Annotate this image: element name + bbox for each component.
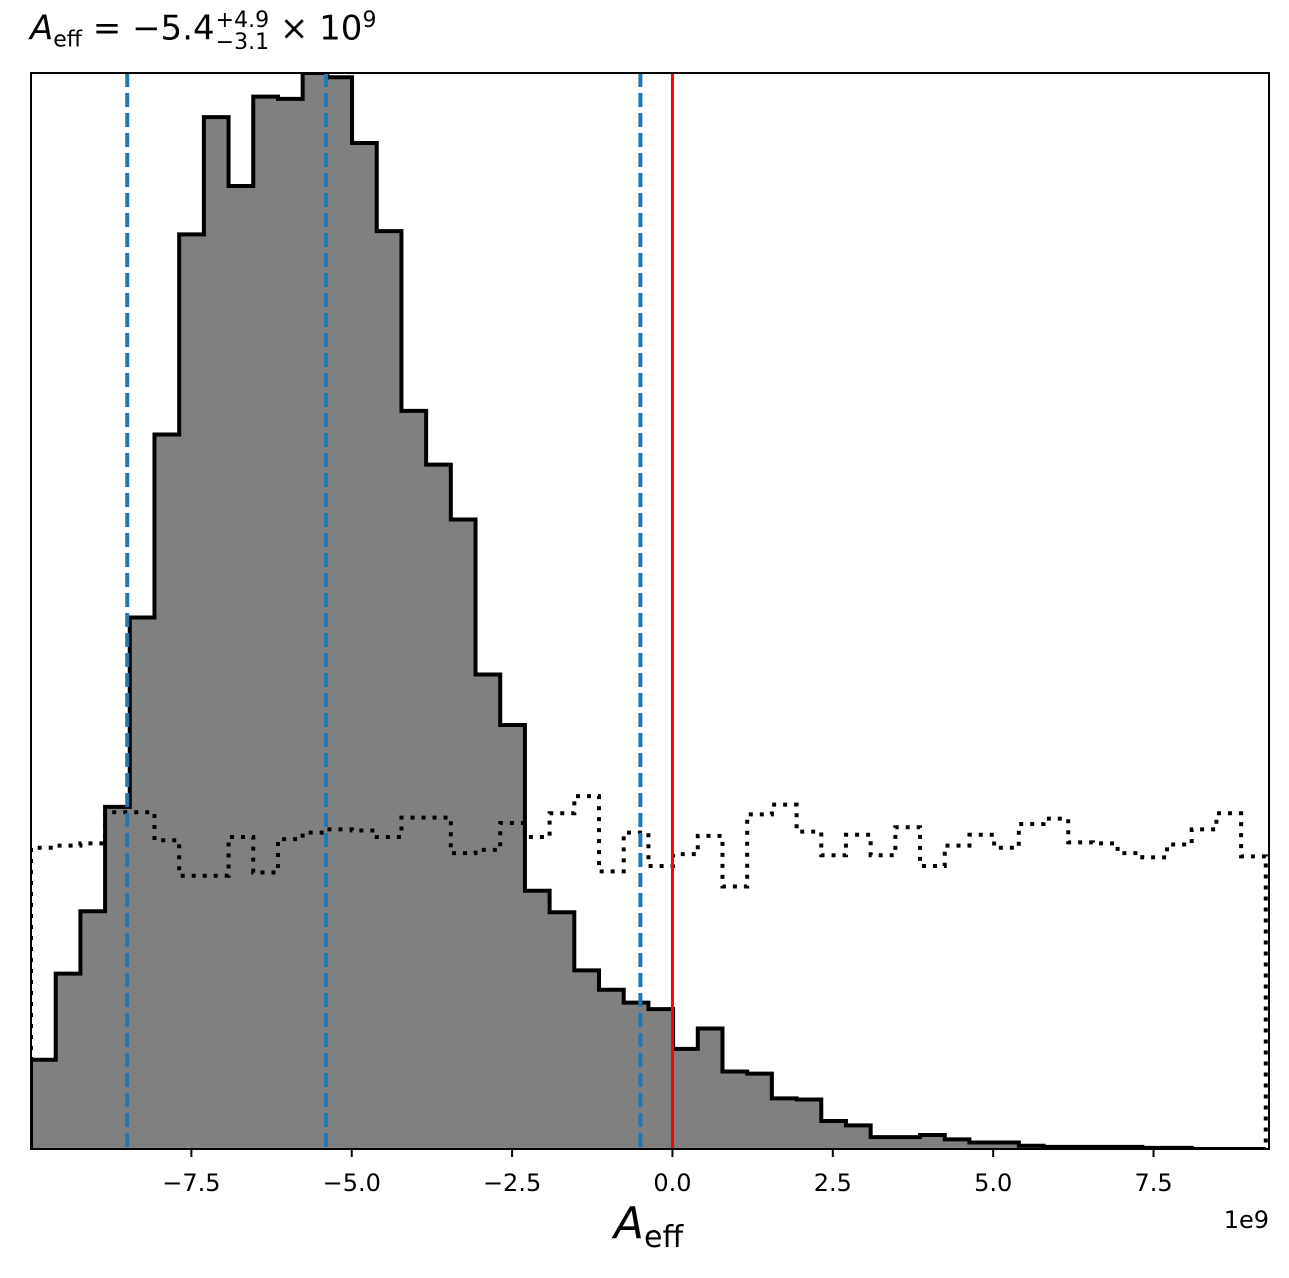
x-tick-label: 2.5 bbox=[814, 1169, 852, 1197]
posterior-bar bbox=[870, 1137, 896, 1149]
posterior-bar bbox=[475, 674, 501, 1149]
title-error-minus: −3.1 bbox=[215, 30, 270, 56]
chart-title: Aeff = −5.4 +4.9 −3.1 × 109 bbox=[30, 8, 376, 54]
x-tick-label: 7.5 bbox=[1134, 1169, 1172, 1197]
x-axis-label: Aeff bbox=[0, 1198, 1289, 1255]
posterior-bar bbox=[55, 973, 81, 1149]
posterior-bar bbox=[895, 1137, 921, 1149]
posterior-bar bbox=[599, 989, 625, 1149]
title-error-bounds: +4.9 −3.1 bbox=[216, 10, 269, 54]
posterior-bar bbox=[302, 73, 328, 1149]
title-exponent: 9 bbox=[362, 8, 377, 33]
posterior-bar bbox=[969, 1142, 995, 1149]
posterior-bar bbox=[253, 96, 279, 1149]
title-symbol-subscript: eff bbox=[53, 27, 82, 53]
posterior-bar bbox=[401, 410, 427, 1149]
posterior-bar bbox=[277, 98, 304, 1149]
posterior-outline bbox=[31, 73, 1266, 1149]
posterior-bar bbox=[821, 1121, 847, 1149]
posterior-bar bbox=[154, 434, 180, 1149]
x-tick-label: 0.0 bbox=[653, 1169, 691, 1197]
posterior-bar bbox=[623, 1002, 649, 1149]
posterior-bar bbox=[574, 970, 600, 1149]
posterior-bar bbox=[179, 234, 205, 1149]
x-axis-label-subscript: eff bbox=[643, 1220, 684, 1255]
posterior-bar bbox=[747, 1073, 773, 1149]
posterior-bar bbox=[80, 911, 106, 1149]
title-error-plus: +4.9 bbox=[215, 8, 270, 34]
posterior-bar bbox=[450, 519, 476, 1149]
posterior-bar bbox=[944, 1139, 970, 1149]
posterior-bar bbox=[845, 1125, 872, 1149]
posterior-bar bbox=[129, 617, 155, 1149]
title-symbol: A bbox=[30, 8, 54, 49]
title-multiplier: × 10 bbox=[269, 8, 363, 49]
x-tick-label: −5.0 bbox=[323, 1169, 381, 1197]
posterior-bar bbox=[228, 185, 254, 1149]
posterior-bar bbox=[203, 117, 229, 1149]
posterior-bar bbox=[920, 1135, 946, 1149]
posterior-bar bbox=[500, 725, 526, 1149]
posterior-bar bbox=[673, 1048, 699, 1149]
x-tick-label: 5.0 bbox=[974, 1169, 1012, 1197]
posterior-bar bbox=[796, 1099, 822, 1149]
posterior-bar bbox=[31, 1059, 57, 1149]
x-axis-label-symbol: A bbox=[613, 1198, 644, 1249]
posterior-bar bbox=[426, 464, 452, 1149]
posterior-bar bbox=[722, 1071, 748, 1149]
posterior-bar bbox=[648, 1009, 674, 1149]
x-tick-label: −2.5 bbox=[483, 1169, 541, 1197]
posterior-bar bbox=[549, 912, 575, 1149]
posterior-bar bbox=[771, 1098, 797, 1149]
posterior-bar bbox=[524, 890, 551, 1149]
plot-frame bbox=[30, 72, 1270, 1150]
posterior-bar bbox=[376, 231, 402, 1149]
x-tick-label: −7.5 bbox=[162, 1169, 220, 1197]
posterior-bar bbox=[697, 1028, 723, 1149]
x-axis-offset-label: 1e9 bbox=[1223, 1206, 1269, 1234]
posterior-bar bbox=[352, 142, 378, 1149]
posterior-bar bbox=[994, 1142, 1020, 1149]
title-median: = −5.4 bbox=[81, 8, 215, 49]
posterior-bar bbox=[327, 77, 353, 1149]
